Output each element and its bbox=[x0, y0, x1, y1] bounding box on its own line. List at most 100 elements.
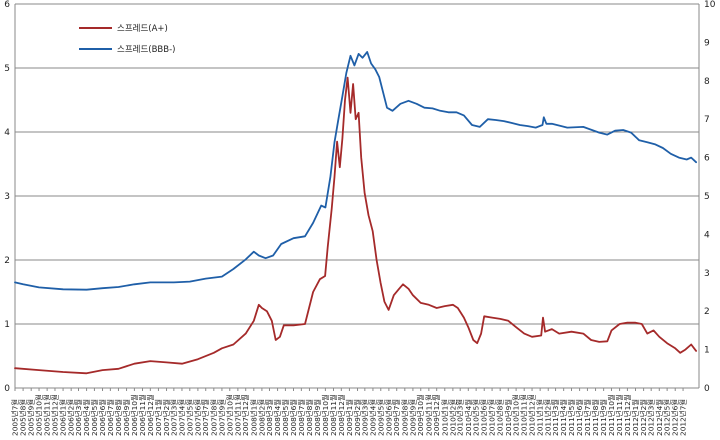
x-tick-label: 2010년7월 bbox=[488, 399, 497, 436]
series-line-a-plus bbox=[14, 76, 697, 375]
x-tick-label: 2012년1월 bbox=[631, 399, 640, 436]
x-tick-label: 2006년12월 bbox=[146, 394, 155, 436]
x-tick-label: 2009년5월 bbox=[376, 399, 385, 436]
x-tick-label: 2008년4월 bbox=[273, 399, 282, 436]
x-tick-label: 2008년11월 bbox=[329, 394, 338, 436]
x-tick-label: 2005년8월 bbox=[19, 399, 28, 436]
x-tick-label: 2011년2월 bbox=[544, 399, 553, 436]
x-tick-label: 2007년5월 bbox=[185, 399, 194, 436]
x-tick-label: 2007년2월 bbox=[162, 399, 171, 436]
x-tick-label: 2005년9월 bbox=[27, 399, 36, 436]
x-tick-label: 2010년9월 bbox=[504, 399, 513, 436]
x-tick-label: 2010년6월 bbox=[480, 399, 489, 436]
x-tick-label: 2006년2월 bbox=[67, 399, 76, 436]
x-tick-label: 2011년10월 bbox=[607, 394, 616, 436]
legend-label-bbb-minus: 스프레드(BBB-) bbox=[117, 45, 175, 55]
x-tick-label: 2006년8월 bbox=[114, 399, 123, 436]
x-tick-label: 2005년12월 bbox=[51, 394, 60, 436]
x-tick-label: 2012년7월 bbox=[679, 399, 688, 436]
x-tick-label: 2009년11월 bbox=[424, 394, 433, 436]
right-y-tick-label: 2 bbox=[704, 307, 710, 317]
left-y-tick-label: 2 bbox=[4, 256, 10, 266]
legend-label-a-plus: 스프레드(A+) bbox=[117, 24, 168, 34]
x-tick-label: 2007년11월 bbox=[233, 394, 242, 436]
x-tick-label: 2010년1월 bbox=[440, 399, 449, 436]
x-tick-label: 2008년7월 bbox=[297, 399, 306, 436]
x-tick-label: 2006년6월 bbox=[98, 399, 107, 436]
x-tick-label: 2011년5월 bbox=[567, 399, 576, 436]
x-tick-label: 2010년2월 bbox=[448, 399, 457, 436]
series-line-bbb-minus bbox=[14, 51, 697, 291]
right-y-tick-label: 4 bbox=[704, 230, 710, 240]
x-tick-label: 2009년4월 bbox=[368, 399, 377, 436]
x-tick-label: 2007년3월 bbox=[169, 399, 178, 436]
left-y-tick-label: 1 bbox=[4, 320, 10, 330]
x-tick-label: 2010년5월 bbox=[472, 399, 481, 436]
x-tick-label: 2008년1월 bbox=[249, 399, 258, 436]
x-tick-label: 2011년4월 bbox=[559, 399, 568, 436]
x-tick-label: 2008년8월 bbox=[305, 399, 314, 436]
x-tick-label: 2007년1월 bbox=[154, 399, 163, 436]
x-tick-label: 2008년12월 bbox=[337, 394, 346, 436]
x-tick-label: 2012년6월 bbox=[671, 399, 680, 436]
right-y-tick-label: 7 bbox=[704, 115, 710, 125]
x-tick-label: 2009년6월 bbox=[384, 399, 393, 436]
x-tick-label: 2010년11월 bbox=[520, 394, 529, 436]
x-tick-label: 2009년7월 bbox=[392, 399, 401, 436]
x-tick-label: 2008년10월 bbox=[321, 394, 330, 436]
left-y-tick-labels: 0 1 2 3 4 5 6 bbox=[4, 0, 10, 394]
x-tick-label: 2012년2월 bbox=[639, 399, 648, 436]
right-y-tick-label: 6 bbox=[704, 154, 710, 164]
right-y-tick-labels: 0 1 2 3 4 5 6 7 8 9 10 bbox=[704, 0, 716, 394]
x-tick-label: 2006년5월 bbox=[90, 399, 99, 436]
x-tick-label: 2009년9월 bbox=[408, 399, 417, 436]
left-y-tick-label: 5 bbox=[4, 64, 10, 74]
x-tick-label: 2006년4월 bbox=[82, 399, 91, 436]
x-tick-label: 2007년4월 bbox=[178, 399, 187, 436]
x-tick-label: 2012년4월 bbox=[655, 399, 664, 436]
x-tick-label: 2009년1월 bbox=[345, 399, 354, 436]
x-tick-label: 2006년11월 bbox=[138, 394, 147, 436]
right-y-tick-label: 9 bbox=[704, 38, 710, 48]
x-tick-label: 2006년1월 bbox=[59, 399, 68, 436]
left-y-tick-label: 6 bbox=[4, 0, 10, 10]
x-tick-label: 2006년3월 bbox=[74, 399, 83, 436]
x-tick-label: 2011년7월 bbox=[583, 399, 592, 436]
legend: 스프레드(A+) 스프레드(BBB-) bbox=[79, 24, 175, 55]
series-lines bbox=[14, 51, 697, 375]
left-y-tick-label: 0 bbox=[4, 384, 10, 394]
x-tick-label: 2010년10월 bbox=[512, 394, 521, 436]
axes bbox=[14, 4, 700, 391]
x-tick-label: 2008년5월 bbox=[281, 399, 290, 436]
x-tick-label: 2009년8월 bbox=[400, 399, 409, 436]
x-tick-label: 2007년12월 bbox=[241, 394, 250, 436]
x-tick-label: 2008년2월 bbox=[257, 399, 266, 436]
x-tick-label: 2010년8월 bbox=[496, 399, 505, 436]
x-tick-label: 2009년3월 bbox=[360, 399, 369, 436]
x-tick-label: 2012년3월 bbox=[647, 399, 656, 436]
x-tick-label: 2011년1월 bbox=[536, 399, 545, 436]
x-tick-label: 2010년12월 bbox=[528, 394, 537, 436]
x-tick-label: 2005년10월 bbox=[35, 394, 44, 436]
x-tick-label: 2008년6월 bbox=[289, 399, 298, 436]
x-tick-label: 2012년5월 bbox=[663, 399, 672, 436]
left-y-tick-label: 4 bbox=[4, 128, 10, 138]
x-tick-label: 2011년12월 bbox=[623, 394, 632, 436]
x-tick-label: 2007년9월 bbox=[217, 399, 226, 436]
x-tick-label: 2010년4월 bbox=[464, 399, 473, 436]
gridlines bbox=[15, 3, 699, 325]
x-tick-label: 2011년3월 bbox=[551, 399, 560, 436]
x-tick-label: 2008년3월 bbox=[265, 399, 274, 436]
right-y-tick-label: 8 bbox=[704, 77, 710, 87]
x-tick-label: 2008년9월 bbox=[313, 399, 322, 436]
x-tick-label: 2007년8월 bbox=[209, 399, 218, 436]
x-tick-label: 2010년3월 bbox=[456, 399, 465, 436]
x-tick-label: 2005년11월 bbox=[43, 394, 52, 436]
x-tick-label: 2006년10월 bbox=[130, 394, 139, 436]
right-y-tick-label: 0 bbox=[704, 384, 710, 394]
x-tick-label: 2007년7월 bbox=[201, 399, 210, 436]
x-tick-label: 2006년9월 bbox=[122, 399, 131, 436]
